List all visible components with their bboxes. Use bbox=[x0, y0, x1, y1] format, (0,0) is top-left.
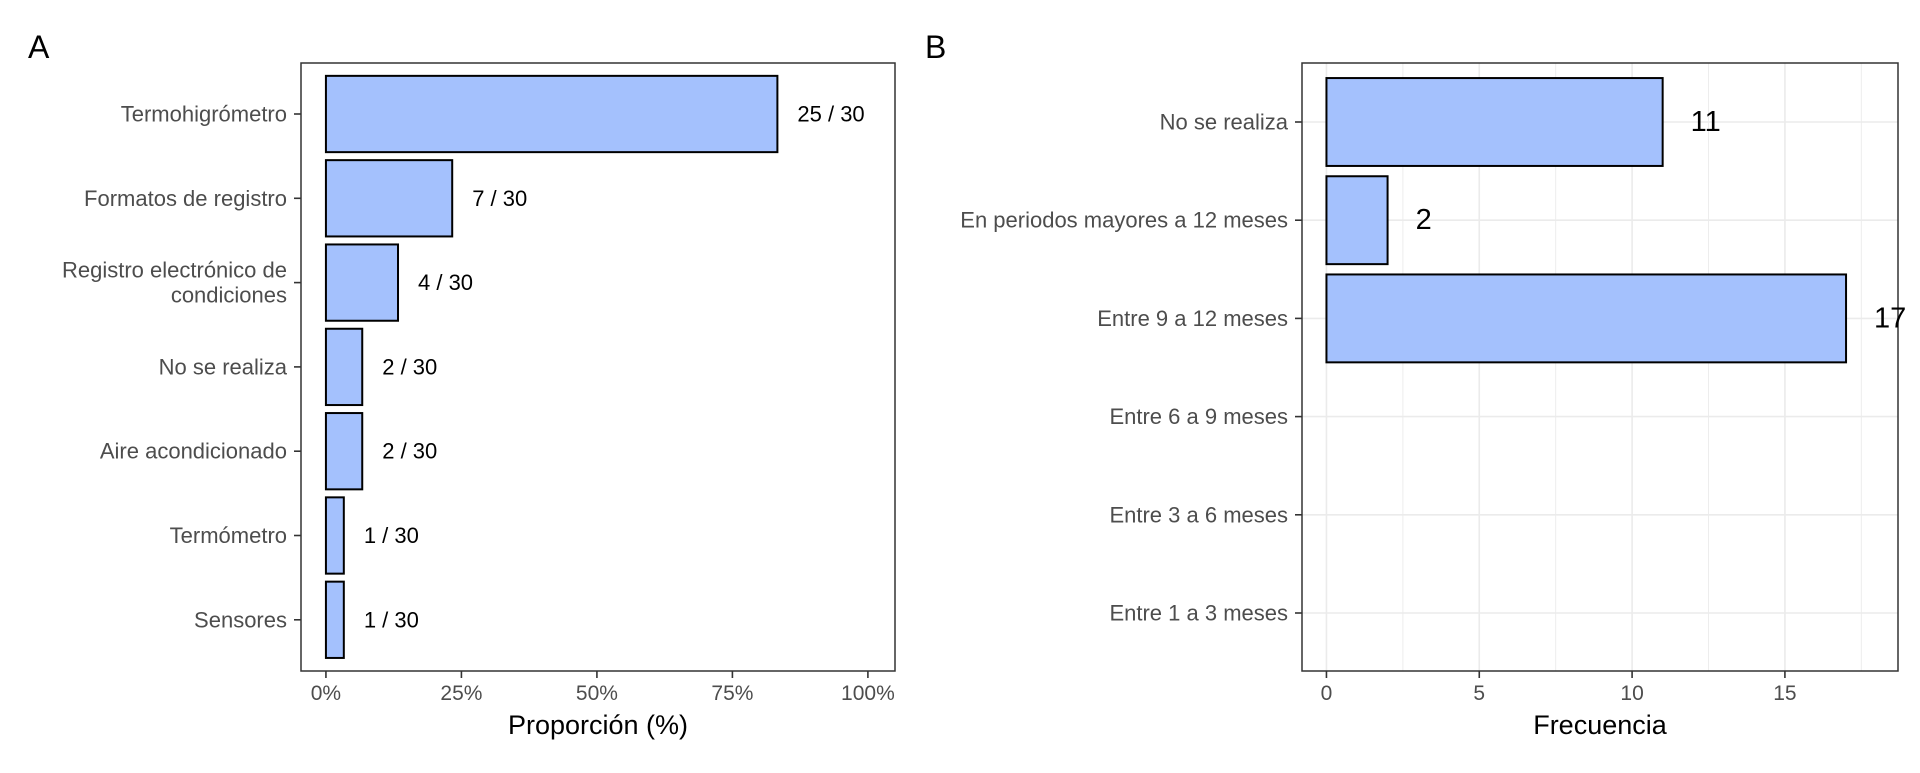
x-tick-label: 15 bbox=[1773, 682, 1796, 705]
bar bbox=[1325, 273, 1848, 364]
data-label: 17 bbox=[1874, 302, 1906, 334]
category-label: Entre 1 a 3 meses bbox=[1109, 601, 1288, 626]
x-tick-label: 100% bbox=[841, 682, 895, 705]
data-label: 2 bbox=[1416, 204, 1432, 236]
x-tick-label: 75% bbox=[711, 682, 753, 705]
bar bbox=[324, 327, 364, 407]
x-tick-label: 0% bbox=[311, 682, 341, 705]
bar bbox=[324, 74, 779, 154]
panel-b-x-axis-title: Frecuencia bbox=[1533, 710, 1668, 740]
x-tick-label: 50% bbox=[576, 682, 618, 705]
panel-a-tag: A bbox=[28, 29, 50, 65]
category-label: Aire acondicionado bbox=[100, 439, 287, 464]
panel-b-category-labels: No se realiza En periodos mayores a 12 me… bbox=[960, 110, 1302, 626]
x-tick-label: 0 bbox=[1321, 682, 1333, 705]
x-tick-label: 5 bbox=[1473, 682, 1485, 705]
panel-b-bars bbox=[1325, 77, 1848, 364]
bar bbox=[324, 159, 454, 238]
category-label: Entre 9 a 12 meses bbox=[1097, 306, 1288, 331]
bar bbox=[1325, 77, 1664, 167]
panel-a-x-axis-title: Proporción (%) bbox=[508, 710, 688, 740]
panel-b-border bbox=[1301, 62, 1899, 672]
category-label: Sensores bbox=[194, 607, 287, 632]
panel-a-category-labels: Termohigrómetro Formatos de registro Regis… bbox=[62, 102, 301, 632]
category-label: No se realiza bbox=[1160, 110, 1289, 135]
data-label: 1 / 30 bbox=[364, 523, 419, 548]
category-label: Entre 3 a 6 meses bbox=[1109, 502, 1288, 527]
panel-b-data-labels: 11 2 17 bbox=[1416, 106, 1907, 334]
bar bbox=[324, 243, 400, 322]
category-label: condiciones bbox=[171, 283, 287, 308]
bar bbox=[324, 580, 345, 659]
bar bbox=[324, 412, 364, 491]
data-label: 25 / 30 bbox=[797, 102, 864, 127]
bar bbox=[1325, 175, 1389, 266]
category-label: Entre 6 a 9 meses bbox=[1109, 404, 1288, 429]
category-label: En periodos mayores a 12 meses bbox=[960, 208, 1288, 233]
panel-b: B No se realiza En periodos mayores a 12 … bbox=[925, 29, 1906, 740]
panel-b-tag: B bbox=[925, 29, 946, 65]
data-label: 7 / 30 bbox=[472, 186, 527, 211]
panel-a-data-labels: 25 / 30 7 / 30 4 / 30 2 / 30 2 / 30 1 / 30 1 /… bbox=[364, 102, 865, 633]
panel-a: A Termohigrómetro Formatos de registro Reg… bbox=[28, 29, 896, 740]
data-label: 2 / 30 bbox=[382, 354, 437, 379]
category-label: Formatos de registro bbox=[84, 186, 287, 211]
panel-b-x-ticks: 0 5 10 15 bbox=[1321, 671, 1797, 705]
panel-a-x-ticks: 0% 25% 50% 75% 100% bbox=[311, 671, 895, 705]
x-tick-label: 10 bbox=[1620, 682, 1643, 705]
data-label: 1 / 30 bbox=[364, 607, 419, 632]
bar bbox=[324, 496, 345, 575]
category-label: Termohigrómetro bbox=[121, 102, 287, 127]
category-label: Termómetro bbox=[170, 523, 287, 548]
data-label: 2 / 30 bbox=[382, 439, 437, 464]
data-label: 11 bbox=[1691, 106, 1721, 138]
x-tick-label: 25% bbox=[440, 682, 482, 705]
category-label: Registro electrónico de bbox=[62, 258, 287, 283]
category-label: No se realiza bbox=[159, 354, 288, 379]
data-label: 4 / 30 bbox=[418, 270, 473, 295]
panel-a-bars bbox=[324, 74, 779, 659]
